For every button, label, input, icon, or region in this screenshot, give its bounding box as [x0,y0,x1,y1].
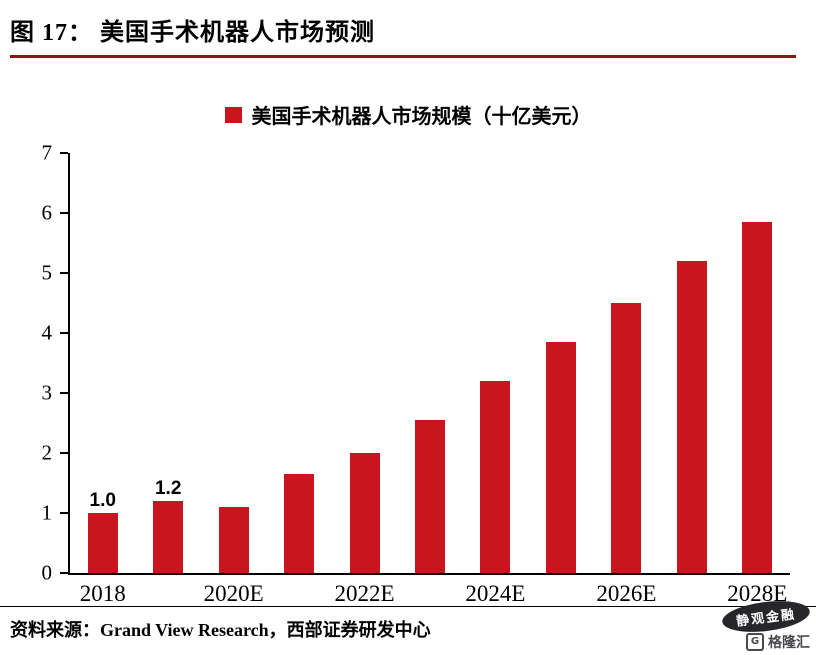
bar-slot-2023E [397,153,462,573]
bar-slot-2021E [266,153,331,573]
y-tick-mark [60,332,68,334]
y-tick-label-5: 5 [41,260,53,285]
watermark-secondary: 格隆汇 [768,635,810,651]
y-tick-label-2: 2 [41,440,53,465]
x-tick-label-2026E: 2026E [596,581,657,606]
x-tick-label-2028E: 2028E [727,581,788,606]
plot-area: 1.0 1.2 2018 2020E 2022E 2024E 2026E 2028E [68,153,790,605]
x-tick-label-2020E: 2020E [203,581,264,606]
bar-slot-2028E [725,153,790,573]
y-tick-label-1: 1 [41,500,53,525]
x-axis-labels: 2018 2020E 2022E 2024E 2026E 2028E [70,573,790,611]
bar-slot-2022E [332,153,397,573]
y-tick-mark [60,392,68,394]
bar-2021E [284,474,315,573]
y-tick-mark [60,212,68,214]
bar-slot-2019E: 1.2 [135,153,200,573]
watermark-logo: 静观金融 G 格隆汇 [720,596,812,652]
y-tick-mark [60,272,68,274]
bar-slot-2025E [528,153,593,573]
bar-2018 [87,513,118,573]
y-tick-label-7: 7 [41,140,53,165]
y-tick-mark [60,572,68,574]
y-tick-mark [60,452,68,454]
y-axis: 0 1 2 3 4 5 6 7 [12,142,68,583]
bar-2024E [480,381,511,573]
bar-2026E [611,303,642,573]
bar-2028E [742,222,773,573]
bar-2025E [545,342,576,573]
bar-slot-2026E [594,153,659,573]
bar-2022E [349,453,380,573]
y-tick-label-3: 3 [41,380,53,405]
bar-slot-2020E [201,153,266,573]
bar-2019E [153,501,184,573]
figure-title: 图 17： 美国手术机器人市场预测 [10,20,375,46]
figure-header: 图 17： 美国手术机器人市场预测 [0,0,816,58]
y-tick-label-4: 4 [41,320,53,345]
legend-label: 美国手术机器人市场规模（十亿美元） [251,106,592,128]
title-underline [10,55,796,58]
y-tick-label-6: 6 [41,200,53,225]
bar-slot-2027E [659,153,724,573]
bars-container: 1.0 1.2 [70,153,790,573]
legend-swatch [224,106,242,123]
watermark-brand: G 格隆汇 [722,632,810,652]
x-tick-label-2018: 2018 [79,581,126,606]
y-tick-mark [60,512,68,514]
y-tick-mark [60,152,68,154]
bar-2027E [676,261,707,573]
bar-2020E [218,507,249,573]
bar-2023E [414,420,445,573]
bar-slot-2018: 1.0 [70,153,135,573]
x-tick-label-2022E: 2022E [334,581,395,606]
bar-value-label: 1.0 [89,490,116,511]
source-text: 资料来源：Grand View Research，西部证券研发中心 [10,620,431,640]
source-note: 资料来源：Grand View Research，西部证券研发中心 [0,606,816,655]
chart-legend: 美国手术机器人市场规模（十亿美元） [224,100,592,129]
bar-slot-2024E [463,153,528,573]
x-tick-label-2024E: 2024E [465,581,526,606]
watermark-g-icon: G [746,633,764,651]
y-tick-label-0: 0 [41,560,53,585]
bar-value-label: 1.2 [154,478,182,499]
watermark-primary: 静观金融 [720,596,812,637]
bar-chart: 0 1 2 3 4 5 6 7 1.0 1.2 2018 2020E 2022E 2024E 2026E… [12,142,790,605]
